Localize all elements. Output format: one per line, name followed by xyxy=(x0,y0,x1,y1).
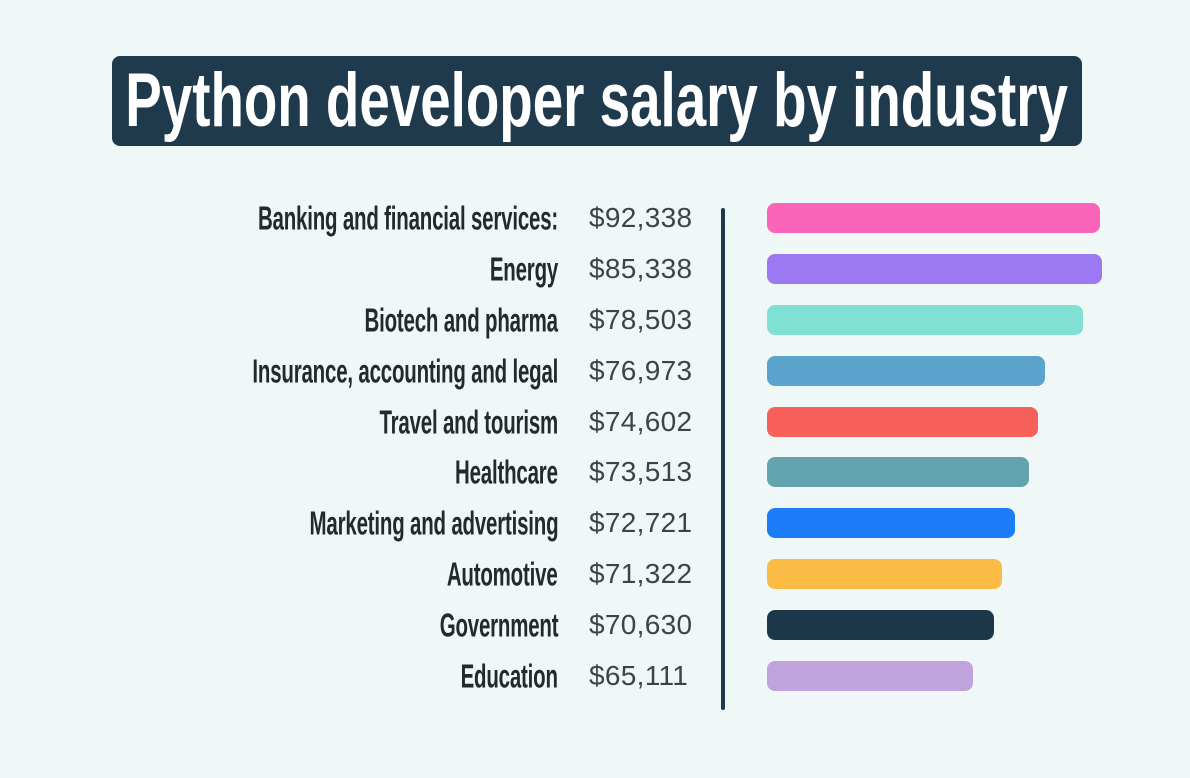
chart-row: Banking and financial services: $92,338 xyxy=(0,193,1190,244)
chart-row: Travel and tourism $74,602 xyxy=(0,396,1190,447)
bar xyxy=(767,202,1100,233)
value-label: $85,338 xyxy=(589,252,693,284)
bar xyxy=(767,610,994,641)
chart-row: Healthcare $73,513 xyxy=(0,447,1190,498)
category-label-cell: Healthcare xyxy=(0,456,558,489)
chart-row: Energy $85,338 xyxy=(0,243,1190,294)
bar xyxy=(767,253,1102,284)
page-title: Python developer salary by industry xyxy=(125,58,1069,143)
bar xyxy=(767,406,1038,437)
category-label-cell: Travel and tourism xyxy=(0,405,558,438)
chart-row: Government $70,630 xyxy=(0,600,1190,651)
value-label: $73,513 xyxy=(589,456,693,488)
bar xyxy=(767,355,1045,386)
category-label-cell: Banking and financial services: xyxy=(0,201,558,234)
category-label: Healthcare xyxy=(455,453,558,491)
chart-row: Automotive $71,322 xyxy=(0,549,1190,600)
category-label: Banking and financial services: xyxy=(257,199,558,237)
category-label-cell: Biotech and pharma xyxy=(0,301,559,339)
bar xyxy=(767,304,1083,335)
category-label-cell: Marketing and advertising xyxy=(0,507,558,540)
category-label-cell: Automotive xyxy=(0,558,558,591)
category-label-cell: Government xyxy=(0,609,558,642)
chart-row: Education $65,111 xyxy=(0,651,1190,702)
category-label: Automotive xyxy=(447,555,558,593)
category-label: Government xyxy=(439,606,558,644)
category-label-cell: Insurance, accounting and legal xyxy=(0,354,558,387)
axis-line xyxy=(721,208,725,710)
chart-row: Biotech and pharma $78,503 xyxy=(0,294,1190,345)
category-label: Marketing and advertising xyxy=(309,504,558,542)
value-label: $72,721 xyxy=(589,507,693,539)
category-label-cell: Education xyxy=(0,660,558,693)
value-label: $65,111 xyxy=(589,660,689,692)
bar xyxy=(767,559,1002,590)
value-label: $70,630 xyxy=(589,609,693,641)
bar xyxy=(767,661,973,692)
title-banner: Python developer salary by industry xyxy=(112,56,1082,146)
value-label: $76,973 xyxy=(589,354,693,386)
value-label: $71,322 xyxy=(589,558,693,590)
category-label: Education xyxy=(460,657,558,695)
category-label: Biotech and pharma xyxy=(364,301,559,339)
value-label: $74,602 xyxy=(589,405,693,437)
bar xyxy=(767,457,1029,488)
bar xyxy=(767,508,1015,539)
category-label: Insurance, accounting and legal xyxy=(252,352,558,390)
value-label: $78,503 xyxy=(589,303,693,335)
value-label: $92,338 xyxy=(589,201,693,233)
category-label: Energy xyxy=(489,250,558,288)
chart-row: Marketing and advertising $72,721 xyxy=(0,498,1190,549)
chart-row: Insurance, accounting and legal $76,973 xyxy=(0,345,1190,396)
category-label-cell: Energy xyxy=(0,252,558,285)
category-label: Travel and tourism xyxy=(379,403,558,441)
